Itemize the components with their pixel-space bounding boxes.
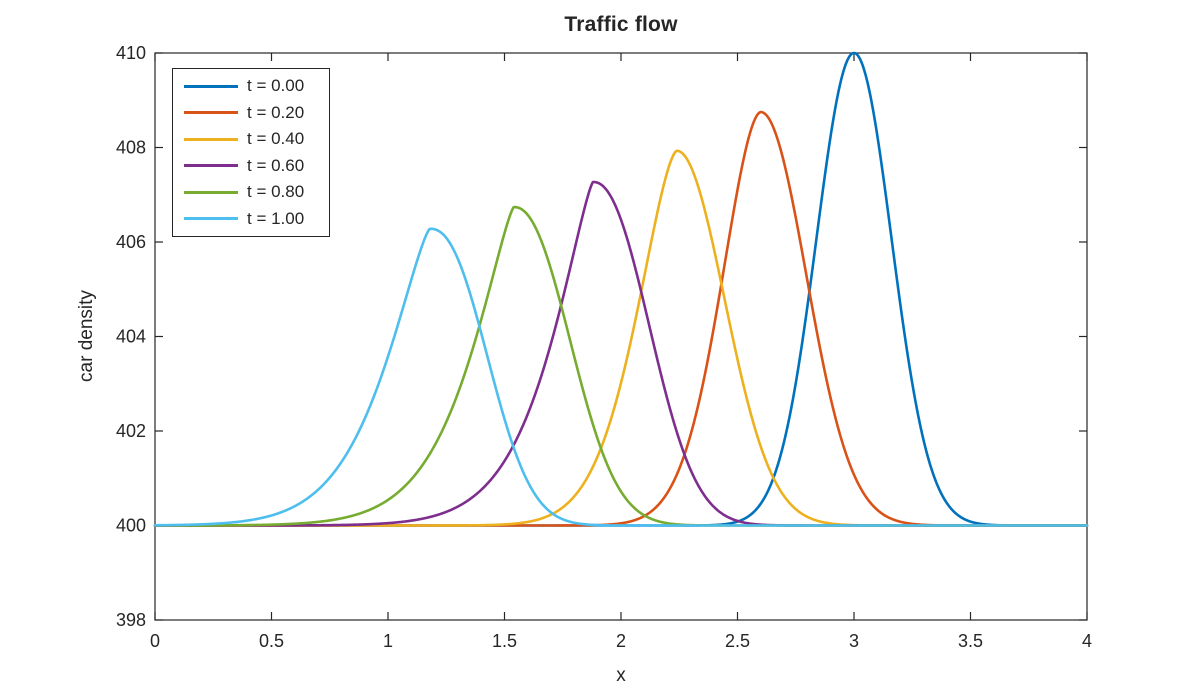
legend-item: t = 0.60 bbox=[173, 153, 329, 178]
legend-item: t = 0.40 bbox=[173, 127, 329, 152]
legend-line-swatch bbox=[184, 190, 238, 194]
legend-label: t = 0.20 bbox=[247, 102, 305, 122]
x-tick-label: 4 bbox=[1082, 631, 1092, 651]
legend-label: t = 0.60 bbox=[247, 155, 305, 175]
y-tick-label: 406 bbox=[116, 232, 146, 252]
legend-item: t = 0.80 bbox=[173, 180, 329, 205]
legend-label: t = 0.40 bbox=[247, 129, 305, 149]
legend-item: t = 1.00 bbox=[173, 206, 329, 231]
legend-item: t = 0.00 bbox=[173, 74, 329, 99]
y-tick-label: 410 bbox=[116, 43, 146, 63]
x-tick-label: 0.5 bbox=[259, 631, 284, 651]
x-tick-label: 2 bbox=[616, 631, 626, 651]
x-tick-label: 1.5 bbox=[492, 631, 517, 651]
legend-box: t = 0.00 t = 0.20 t = 0.40 t = 0.60 t = 0.80… bbox=[172, 68, 330, 237]
x-tick-label: 3 bbox=[849, 631, 859, 651]
legend-line-swatch bbox=[184, 111, 238, 115]
y-tick-label: 398 bbox=[116, 610, 146, 630]
x-axis-label: x bbox=[616, 665, 626, 686]
x-tick-label: 0 bbox=[150, 631, 160, 651]
y-tick-label: 402 bbox=[116, 421, 146, 441]
y-tick-label: 400 bbox=[116, 516, 146, 536]
legend-line-swatch bbox=[184, 217, 238, 221]
x-tick-label: 3.5 bbox=[958, 631, 983, 651]
legend-line-swatch bbox=[184, 84, 238, 88]
curve-t=0.80 bbox=[153, 205, 1089, 527]
y-tick-label: 404 bbox=[116, 327, 146, 347]
y-axis-label: car density bbox=[76, 290, 97, 382]
chart-title: Traffic flow bbox=[564, 13, 678, 36]
legend-label: t = 1.00 bbox=[247, 208, 305, 228]
y-tick-label: 408 bbox=[116, 138, 146, 158]
legend-item: t = 0.20 bbox=[173, 100, 329, 125]
legend-line-swatch bbox=[184, 164, 238, 168]
x-tick-label: 2.5 bbox=[725, 631, 750, 651]
legend-line-swatch bbox=[184, 137, 238, 141]
legend-label: t = 0.00 bbox=[247, 76, 305, 96]
x-tick-label: 1 bbox=[383, 631, 393, 651]
legend-label: t = 0.80 bbox=[247, 182, 305, 202]
curve-t=1.00 bbox=[153, 227, 1089, 527]
